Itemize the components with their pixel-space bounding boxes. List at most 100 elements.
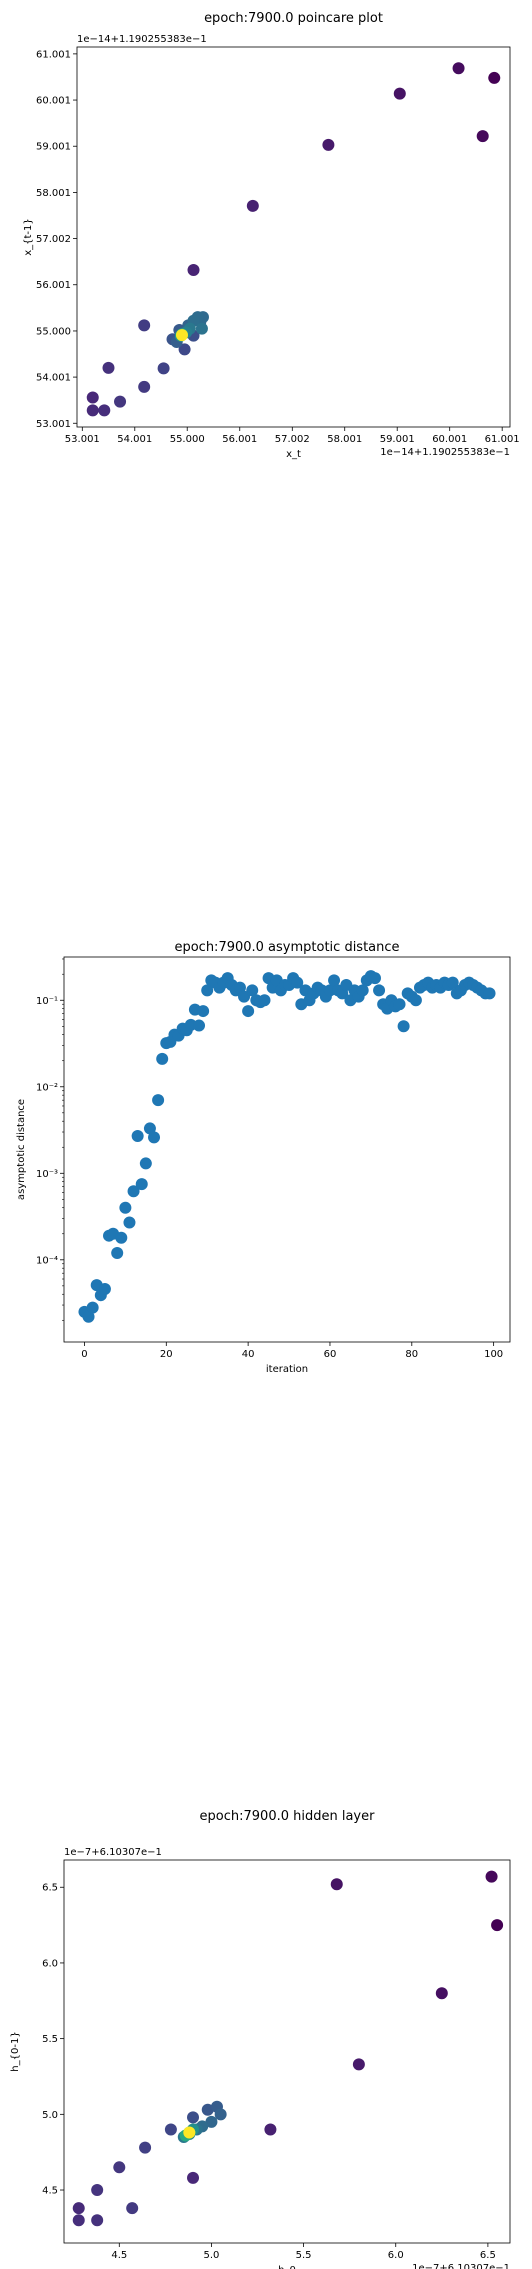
y-tick-label: 10⁻² <box>36 1082 58 1093</box>
chart-3: epoch:7900.0 hidden layer 4.5 5.0 5.5 6.0 6.5… <box>10 1809 510 2269</box>
data-point <box>193 1020 205 1032</box>
data-point <box>91 2184 103 2196</box>
chart-1: epoch:7900.0 poincare plot 53.001 54.001 55… <box>23 11 520 460</box>
data-point <box>264 2123 276 2135</box>
chart-2: epoch:7900.0 asymptotic distance 0 20 40 60 8… <box>16 940 510 1375</box>
chart-title: epoch:7900.0 asymptotic distance <box>174 940 399 955</box>
data-point <box>126 2202 138 2214</box>
data-point <box>87 391 99 403</box>
data-point <box>132 1130 144 1142</box>
data-point <box>99 1283 111 1295</box>
x-tick-label: 56.001 <box>222 434 257 445</box>
data-point <box>331 1878 343 1890</box>
data-point <box>138 319 150 331</box>
y-tick-label: 5.5 <box>42 2034 58 2045</box>
x-offset-label: 1e−14+1.190255383e−1 <box>380 447 510 458</box>
data-point <box>113 2161 125 2173</box>
data-point <box>247 200 259 212</box>
data-point <box>138 381 150 393</box>
x-tick-label: 60 <box>324 1349 337 1360</box>
data-point <box>140 1157 152 1169</box>
data-point <box>188 264 200 276</box>
y-tick-label: 57.002 <box>36 234 71 245</box>
data-point <box>484 987 496 999</box>
x-tick-label: 80 <box>405 1349 418 1360</box>
data-point <box>73 2214 85 2226</box>
x-tick-label: 55.000 <box>170 434 205 445</box>
plot-frame <box>64 1860 510 2243</box>
data-point <box>215 2108 227 2120</box>
x-tick-label: 5.5 <box>296 2250 312 2261</box>
x-axis-label: x_t <box>286 449 301 460</box>
y-tick-label: 53.001 <box>36 419 71 430</box>
data-point <box>258 994 270 1006</box>
x-tick-label: 60.001 <box>432 434 467 445</box>
y-tick-label: 10⁻¹ <box>36 996 58 1007</box>
x-tick-label: 59.001 <box>380 434 415 445</box>
x-tick-label: 6.0 <box>388 2250 404 2261</box>
data-point <box>196 323 208 335</box>
y-tick-label: 55.000 <box>36 326 71 337</box>
y-tick-label: 61.001 <box>36 49 71 60</box>
y-axis-label: x_{t-1} <box>23 218 34 256</box>
data-point <box>152 1094 164 1106</box>
x-tick-label: 6.5 <box>480 2250 496 2261</box>
data-point <box>87 404 99 416</box>
data-point <box>73 2202 85 2214</box>
y-axis-label: asymptotic distance <box>16 1099 27 1200</box>
data-point <box>139 2142 151 2154</box>
x-tick-label: 100 <box>484 1349 503 1360</box>
data-point <box>322 139 334 151</box>
y-tick-label: 58.001 <box>36 188 71 199</box>
y-offset-label: 1e−14+1.190255383e−1 <box>77 34 207 45</box>
data-point <box>373 984 385 996</box>
data-point <box>176 329 188 341</box>
data-point <box>410 994 422 1006</box>
data-point <box>369 972 381 984</box>
x-tick-label: 20 <box>160 1349 173 1360</box>
data-point <box>91 2214 103 2226</box>
y-axis-label: h_{0-1} <box>10 2031 21 2071</box>
x-tick-label: 53.001 <box>65 434 100 445</box>
data-point <box>115 1232 127 1244</box>
y-tick-label: 60.001 <box>36 96 71 107</box>
data-point <box>394 998 406 1010</box>
data-point <box>486 1871 498 1883</box>
x-axis-label: iteration <box>266 1364 308 1375</box>
data-point <box>158 362 170 374</box>
y-tick-label: 6.0 <box>42 1958 58 1969</box>
data-point <box>123 1216 135 1228</box>
data-point <box>436 1987 448 1999</box>
x-tick-label: 57.002 <box>275 434 310 445</box>
data-point <box>187 2111 199 2123</box>
data-point <box>156 1053 168 1065</box>
data-point <box>242 1005 254 1017</box>
data-point <box>165 2123 177 2135</box>
chart-title: epoch:7900.0 poincare plot <box>204 11 383 26</box>
data-point <box>197 1005 209 1017</box>
data-point <box>187 2172 199 2184</box>
x-tick-label: 4.5 <box>111 2250 127 2261</box>
y-offset-label: 1e−7+6.10307e−1 <box>64 1847 162 1858</box>
data-point <box>398 1020 410 1032</box>
data-point <box>136 1178 148 1190</box>
x-tick-label: 61.001 <box>485 434 520 445</box>
data-point <box>114 396 126 408</box>
data-point <box>488 72 500 84</box>
data-point <box>102 362 114 374</box>
y-tick-label: 59.001 <box>36 142 71 153</box>
x-tick-label: 58.001 <box>327 434 362 445</box>
data-point <box>491 1919 503 1931</box>
y-tick-label: 10⁻⁴ <box>36 1255 58 1266</box>
y-tick-label: 6.5 <box>42 1883 58 1894</box>
data-point <box>453 62 465 74</box>
chart-title: epoch:7900.0 hidden layer <box>200 1809 376 1824</box>
x-tick-label: 54.001 <box>117 434 152 445</box>
y-tick-label: 10⁻³ <box>36 1169 58 1180</box>
data-point <box>183 2126 195 2138</box>
plot-frame <box>64 957 510 1342</box>
data-point <box>87 1302 99 1314</box>
data-point <box>111 1247 123 1259</box>
plot-frame <box>77 47 510 427</box>
